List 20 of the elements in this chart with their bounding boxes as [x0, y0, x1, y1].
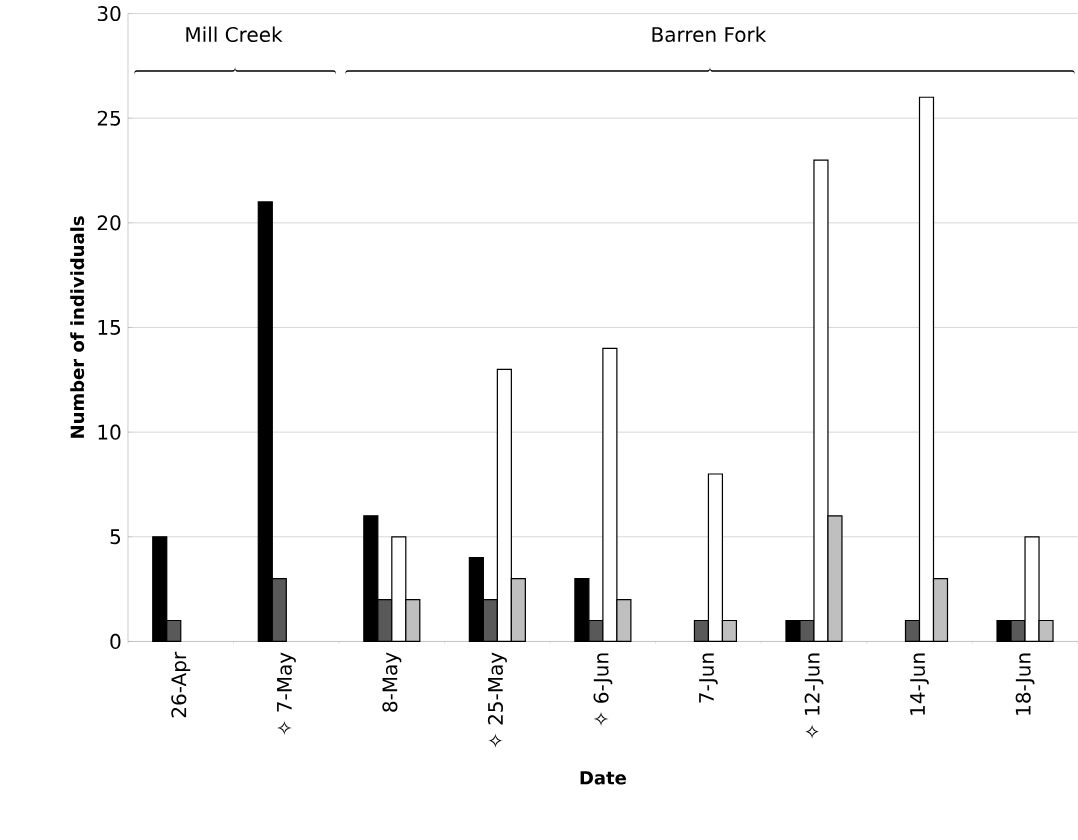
y-tick-label: 10 [98, 424, 121, 440]
y-tick-label: 0 [110, 633, 121, 649]
y-tick-label: 25 [97, 110, 121, 126]
x-tick-label: 26-Apr [171, 651, 191, 718]
x-tick-label: 8-May [382, 652, 402, 712]
y-tick-label: 20 [97, 215, 121, 231]
y-axis-title: Number of individuals [70, 216, 85, 438]
annotation: Barren Fork [652, 26, 767, 42]
y-tick-label: 30 [97, 5, 121, 21]
x-tick-label: 14-Jun [910, 653, 929, 715]
x-tick-label: 7-Jun [699, 653, 718, 703]
x-axis-title: Date [580, 770, 626, 785]
x-tick-label: ✧ 6-Jun [593, 653, 613, 727]
x-tick-label: ✧ 12-Jun [804, 653, 824, 739]
y-tick-label: 5 [110, 529, 121, 545]
annotation: Mill Creek [186, 26, 283, 42]
x-tick-label: ✧ 25-May [487, 652, 507, 748]
x-tick-label: 18-Jun [1015, 653, 1035, 715]
x-tick-label: ✧ 7-May [276, 652, 296, 736]
y-tick-label: 15 [98, 319, 121, 335]
